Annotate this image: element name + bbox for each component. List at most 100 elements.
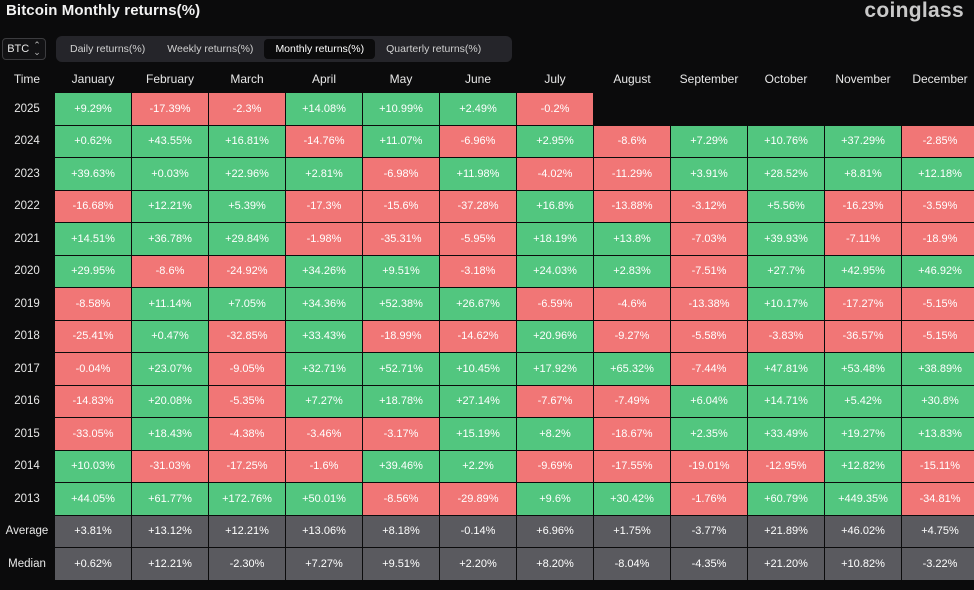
return-cell: -6.59% xyxy=(517,288,593,320)
return-cell: +10.03% xyxy=(55,450,131,482)
tab-daily-returns[interactable]: Daily returns(%) xyxy=(70,43,146,55)
summary-cell: +9.51% xyxy=(363,548,439,580)
return-cell: +18.43% xyxy=(132,418,208,450)
return-cell: -3.83% xyxy=(748,320,824,352)
return-cell: +13.83% xyxy=(902,418,974,450)
summary-cell: +7.27% xyxy=(286,548,362,580)
year-label: 2020 xyxy=(14,265,40,278)
return-cell: +22.96% xyxy=(209,158,285,190)
return-cell: +11.98% xyxy=(440,158,516,190)
return-cell: -15.11% xyxy=(902,450,974,482)
summary-cell: +10.82% xyxy=(825,548,901,580)
return-cell: -19.01% xyxy=(671,450,747,482)
return-cell: -3.18% xyxy=(440,255,516,287)
return-cell: +12.21% xyxy=(132,190,208,222)
return-cell: +7.29% xyxy=(671,125,747,157)
return-cell: -2.85% xyxy=(902,125,974,157)
month-column-header: April xyxy=(311,72,336,86)
return-cell: +36.78% xyxy=(132,223,208,255)
return-cell: -5.58% xyxy=(671,320,747,352)
return-cell: -8.56% xyxy=(363,483,439,515)
asset-select-value: BTC xyxy=(7,43,30,55)
year-label: 2017 xyxy=(14,362,40,375)
return-cell: -5.95% xyxy=(440,223,516,255)
year-label: 2015 xyxy=(14,427,40,440)
return-cell: -35.31% xyxy=(363,223,439,255)
summary-cell: +8.20% xyxy=(517,548,593,580)
return-cell: +2.81% xyxy=(286,158,362,190)
summary-cell: +2.20% xyxy=(440,548,516,580)
summary-cell: -8.04% xyxy=(594,548,670,580)
return-cell: +39.93% xyxy=(748,223,824,255)
return-cell: -18.67% xyxy=(594,418,670,450)
tab-weekly-returns[interactable]: Weekly returns(%) xyxy=(167,43,254,55)
return-cell: -8.6% xyxy=(132,255,208,287)
return-cell: -7.03% xyxy=(671,223,747,255)
summary-cell: -0.14% xyxy=(440,515,516,547)
summary-cell: +46.02% xyxy=(825,515,901,547)
return-cell: -4.6% xyxy=(594,288,670,320)
return-cell: -3.12% xyxy=(671,190,747,222)
year-label: 2014 xyxy=(14,460,40,473)
summary-cell: +6.96% xyxy=(517,515,593,547)
return-cell: -1.98% xyxy=(286,223,362,255)
return-cell: +18.78% xyxy=(363,385,439,417)
month-column-header: August xyxy=(613,72,651,86)
month-column-header: October xyxy=(764,72,808,86)
month-column-header: July xyxy=(544,72,566,86)
return-cell: +11.14% xyxy=(132,288,208,320)
return-cell: +10.45% xyxy=(440,353,516,385)
summary-cell: +8.18% xyxy=(363,515,439,547)
return-cell: -6.96% xyxy=(440,125,516,157)
year-label: 2018 xyxy=(14,330,40,343)
return-cell: -3.46% xyxy=(286,418,362,450)
month-column-header: November xyxy=(835,72,891,86)
return-cell: +2.2% xyxy=(440,450,516,482)
tab-quarterly-returns[interactable]: Quarterly returns(%) xyxy=(386,43,482,55)
return-cell: -5.15% xyxy=(902,288,974,320)
return-cell: -7.49% xyxy=(594,385,670,417)
return-cell: +17.92% xyxy=(517,353,593,385)
asset-select[interactable]: BTC ⌃ ⌄ xyxy=(2,38,46,60)
return-cell: -8.6% xyxy=(594,125,670,157)
return-cell: -17.39% xyxy=(132,93,208,125)
return-cell: -6.98% xyxy=(363,158,439,190)
return-cell: +14.08% xyxy=(286,93,362,125)
return-cell: -9.05% xyxy=(209,353,285,385)
return-cell: +2.35% xyxy=(671,418,747,450)
summary-cell: -4.35% xyxy=(671,548,747,580)
tab-monthly-returns[interactable]: Monthly returns(%) xyxy=(264,39,376,59)
return-cell: +10.17% xyxy=(748,288,824,320)
return-cell: +3.91% xyxy=(671,158,747,190)
summary-row-label: Median xyxy=(8,557,46,570)
return-cell: +172.76% xyxy=(209,483,285,515)
return-cell: +16.8% xyxy=(517,190,593,222)
return-cell: +20.96% xyxy=(517,320,593,352)
return-cell: -3.17% xyxy=(363,418,439,450)
return-cell: +5.56% xyxy=(748,190,824,222)
return-cell: -18.9% xyxy=(902,223,974,255)
brand-logo: coinglass xyxy=(864,0,964,22)
return-cell: +9.6% xyxy=(517,483,593,515)
summary-cell: +0.62% xyxy=(55,548,131,580)
return-cell xyxy=(748,93,824,125)
return-cell: +34.26% xyxy=(286,255,362,287)
summary-cell: +21.89% xyxy=(748,515,824,547)
return-cell: -31.03% xyxy=(132,450,208,482)
return-cell: +2.83% xyxy=(594,255,670,287)
summary-cell: -3.22% xyxy=(902,548,974,580)
return-cell: -13.88% xyxy=(594,190,670,222)
return-cell: -14.76% xyxy=(286,125,362,157)
return-cell: -7.44% xyxy=(671,353,747,385)
month-column-header: January xyxy=(71,72,115,86)
return-cell: -4.02% xyxy=(517,158,593,190)
return-cell: +26.67% xyxy=(440,288,516,320)
return-cell: +10.99% xyxy=(363,93,439,125)
return-cell: -16.68% xyxy=(55,190,131,222)
return-cell: +11.07% xyxy=(363,125,439,157)
return-cell: +0.47% xyxy=(132,320,208,352)
return-cell: -37.28% xyxy=(440,190,516,222)
summary-cell: -3.77% xyxy=(671,515,747,547)
return-cell: -17.25% xyxy=(209,450,285,482)
chevron-up-down-icon: ⌃ ⌄ xyxy=(33,40,41,57)
